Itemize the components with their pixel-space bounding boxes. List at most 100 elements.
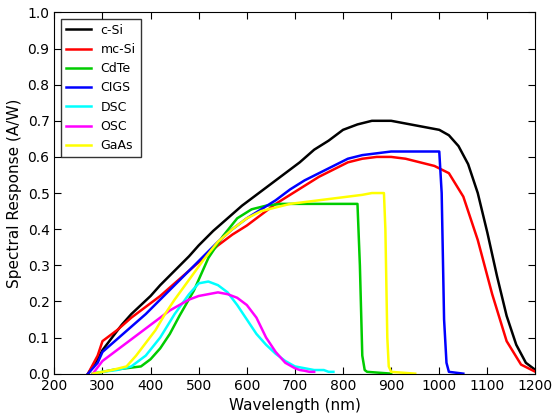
OSC [99,359,106,364]
mc-Si [431,163,438,168]
GaAs [152,328,158,333]
GaAs [214,239,221,244]
DSC [311,368,318,373]
CdTe [90,371,96,376]
CdTe [388,371,394,376]
Line: CIGS: CIGS [88,152,463,374]
c-Si [494,273,501,278]
c-Si [417,124,423,129]
CIGS [330,163,337,168]
CdTe [234,216,241,221]
DSC [253,331,260,336]
GaAs [123,364,130,369]
OSC [166,308,173,313]
CIGS [128,324,135,329]
c-Si [147,294,154,299]
c-Si [398,120,404,125]
GaAs [330,196,337,201]
Line: c-Si: c-Si [88,121,535,374]
GaAs [229,227,236,232]
Line: GaAs: GaAs [93,193,415,374]
c-Si [128,312,135,317]
c-Si [94,357,101,362]
c-Si [253,192,260,197]
mc-Si [214,243,221,248]
c-Si [484,230,491,235]
OSC [263,335,269,340]
mc-Si [374,155,380,160]
CIGS [441,317,447,322]
c-Si [354,122,361,127]
CdTe [292,201,298,206]
CIGS [186,268,193,273]
c-Si [118,323,125,328]
DSC [186,291,193,297]
CIGS [431,149,438,154]
GaAs [388,369,394,374]
c-Si [311,147,318,152]
GaAs [171,297,178,302]
CdTe [364,369,371,374]
GaAs [412,371,418,376]
DSC [90,371,96,376]
CIGS [417,149,423,154]
CIGS [94,360,101,365]
GaAs [301,200,308,205]
mc-Si [359,156,366,161]
DSC [316,368,323,373]
Line: DSC: DSC [93,281,333,374]
CIGS [214,239,221,244]
CdTe [344,201,351,206]
GaAs [382,227,389,232]
mc-Si [532,369,539,374]
c-Si [378,118,385,123]
CIGS [287,187,293,192]
c-Si [532,368,539,373]
CdTe [220,234,226,239]
CIGS [142,312,149,317]
DSC [292,364,298,369]
GaAs [359,192,366,197]
c-Si [340,127,347,132]
c-Si [138,302,144,307]
CdTe [306,201,312,206]
mc-Si [229,232,236,237]
CdTe [166,331,173,336]
GaAs [376,191,382,196]
DSC [272,351,279,356]
GaAs [381,191,388,196]
CIGS [438,191,445,196]
mc-Si [272,201,279,206]
Line: OSC: OSC [93,292,314,374]
CIGS [344,156,351,161]
GaAs [385,364,392,369]
c-Si [157,283,164,288]
c-Si [325,138,332,143]
DSC [142,353,149,358]
DSC [99,369,106,374]
CdTe [123,366,130,371]
OSC [205,291,212,297]
GaAs [186,277,193,282]
CdTe [357,263,363,268]
CdTe [359,353,366,358]
DSC [244,317,250,322]
Y-axis label: Spectral Response (A/W): Spectral Response (A/W) [7,98,22,288]
c-Si [186,254,193,259]
CIGS [200,254,207,259]
mc-Si [301,183,308,188]
OSC [311,369,318,374]
CIGS [388,149,394,154]
Line: CdTe: CdTe [93,204,391,374]
mc-Si [344,160,351,165]
c-Si [224,216,231,221]
CdTe [99,369,106,374]
GaAs [109,368,115,373]
DSC [205,279,212,284]
c-Si [388,118,394,123]
c-Si [522,360,529,365]
c-Si [436,127,442,132]
CdTe [354,201,361,206]
CdTe [138,364,144,369]
mc-Si [244,223,250,228]
